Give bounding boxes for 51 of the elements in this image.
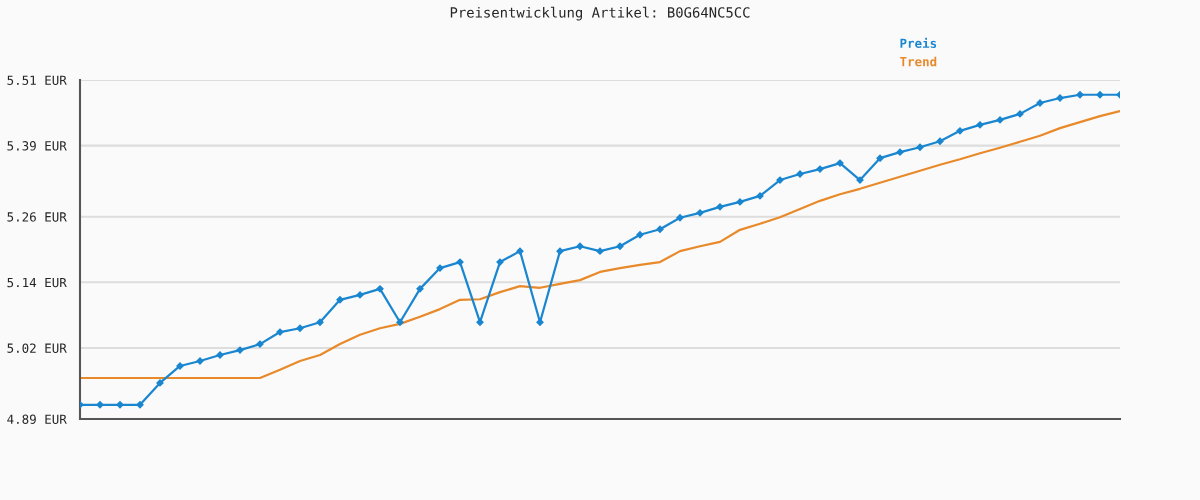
point — [916, 143, 924, 151]
point — [676, 214, 684, 222]
point — [896, 148, 904, 156]
point — [876, 154, 884, 162]
y-tick-label: 5.02 EUR — [7, 343, 67, 353]
y-tick-label: 5.26 EUR — [7, 212, 67, 222]
point — [356, 291, 364, 299]
y-tick-label: 5.39 EUR — [7, 141, 67, 151]
point — [236, 346, 244, 354]
point — [496, 258, 504, 266]
point — [1096, 91, 1104, 99]
point — [396, 318, 404, 326]
point — [616, 242, 624, 250]
point — [696, 209, 704, 217]
point — [956, 127, 964, 135]
point — [976, 121, 984, 129]
point — [996, 116, 1004, 124]
y-tick-label: 5.51 EUR — [7, 75, 67, 85]
point — [756, 192, 764, 200]
point — [436, 264, 444, 272]
point — [156, 379, 164, 387]
point — [336, 296, 344, 304]
chart-title: Preisentwicklung Artikel: B0G64NC5CC — [450, 6, 750, 21]
text: Preis — [900, 37, 937, 48]
point — [1016, 110, 1024, 118]
point — [576, 242, 584, 250]
point — [136, 401, 144, 409]
point — [536, 318, 544, 326]
point — [936, 137, 944, 145]
y-tick-label: 4.89 EUR — [7, 414, 67, 424]
point — [836, 159, 844, 167]
point — [116, 401, 124, 409]
point — [516, 247, 524, 255]
point — [656, 225, 664, 233]
line-series — [80, 91, 1120, 409]
point — [416, 285, 424, 293]
point — [376, 285, 384, 293]
point — [256, 340, 264, 348]
point — [316, 318, 324, 326]
point — [596, 247, 604, 255]
point — [816, 165, 824, 173]
point — [556, 247, 564, 255]
text: Trend — [900, 56, 937, 67]
point — [776, 176, 784, 184]
y-tick-label: 5.14 EUR — [7, 277, 67, 288]
point — [96, 401, 104, 409]
point — [296, 324, 304, 332]
point — [636, 231, 644, 239]
point — [1076, 91, 1084, 99]
point — [736, 198, 744, 206]
point — [716, 203, 724, 211]
